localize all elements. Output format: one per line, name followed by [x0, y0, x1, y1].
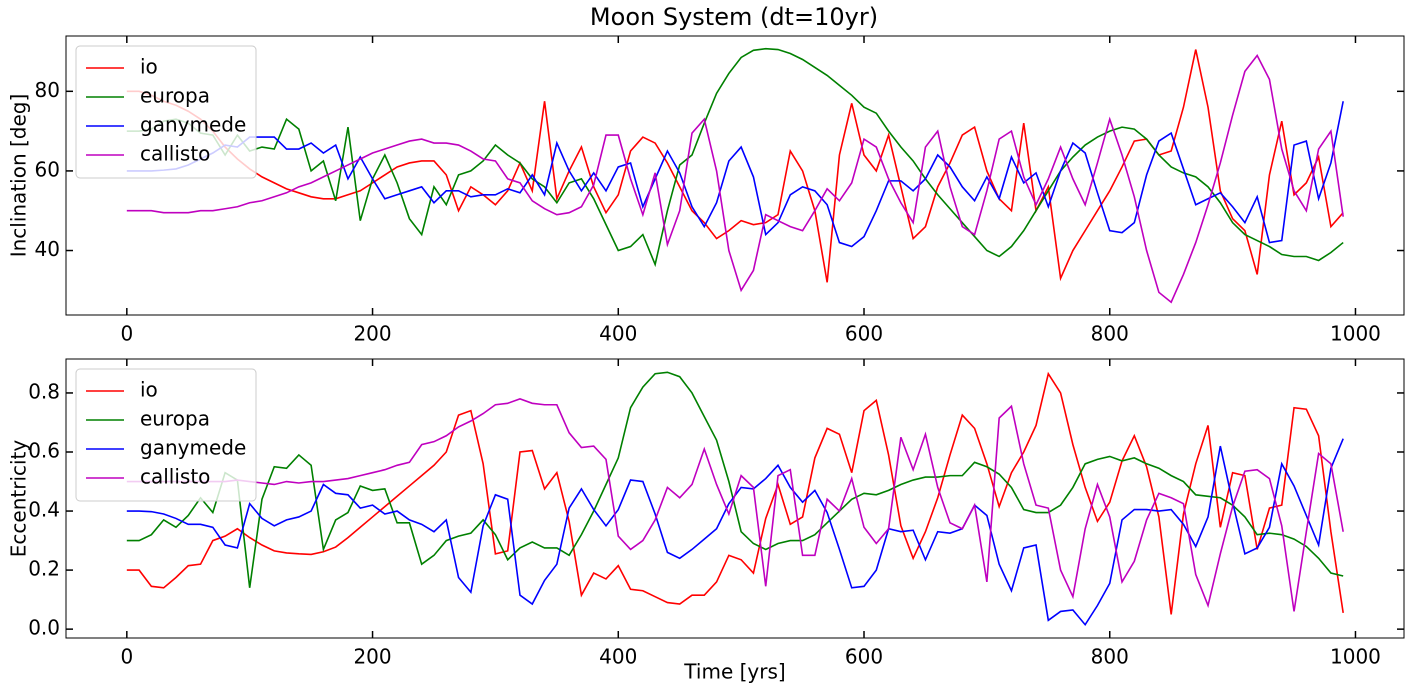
series-line — [126, 371, 1344, 615]
y-tick-label: 0.6 — [28, 439, 60, 463]
axes-frame — [65, 35, 1405, 316]
x-tick-label: 600 — [845, 645, 883, 669]
legend-label: io — [140, 378, 158, 402]
x-tick-label: 200 — [353, 322, 391, 346]
legend-label: ganymede — [140, 436, 246, 460]
y-tick-label: 80 — [35, 78, 60, 102]
x-tick-label: 400 — [599, 322, 637, 346]
x-tick-label: 600 — [845, 322, 883, 346]
x-tick-label: 200 — [353, 645, 391, 669]
series-line — [126, 49, 1344, 283]
series-line — [126, 398, 1344, 612]
x-tick-label: 0 — [120, 645, 133, 669]
legend-label: callisto — [140, 142, 210, 166]
y-axis-label: Inclination [deg] — [7, 94, 31, 258]
figure-title: Moon System (dt=10yr) — [590, 3, 878, 31]
x-tick-label: 1000 — [1330, 322, 1381, 346]
y-axis-label: Eccentricity — [7, 440, 31, 558]
x-tick-label: 400 — [599, 645, 637, 669]
series-line — [126, 47, 1344, 268]
x-tick-label: 1000 — [1330, 645, 1381, 669]
series-line — [126, 101, 1344, 248]
legend-label: io — [140, 55, 158, 79]
legend-label: ganymede — [140, 113, 246, 137]
plot-area — [126, 371, 1344, 627]
axes-frame — [65, 358, 1405, 639]
x-tick-label: 800 — [1091, 645, 1129, 669]
series-line — [126, 54, 1344, 304]
legend-label: europa — [140, 407, 210, 431]
x-tick-label: 800 — [1091, 322, 1129, 346]
y-tick-label: 0.8 — [28, 379, 60, 403]
legend-box — [75, 45, 257, 179]
y-tick-label: 40 — [35, 237, 60, 261]
legend-label: europa — [140, 84, 210, 108]
y-tick-label: 0.2 — [28, 557, 60, 581]
x-axis-label: Time [yrs] — [683, 660, 785, 684]
legend-box — [75, 368, 257, 502]
x-tick-label: 0 — [120, 322, 133, 346]
plot-area — [126, 47, 1344, 304]
y-tick-label: 60 — [35, 157, 60, 181]
series-line — [126, 371, 1344, 588]
y-tick-label: 0.0 — [28, 616, 60, 640]
legend-label: callisto — [140, 465, 210, 489]
y-tick-label: 0.4 — [28, 498, 60, 522]
